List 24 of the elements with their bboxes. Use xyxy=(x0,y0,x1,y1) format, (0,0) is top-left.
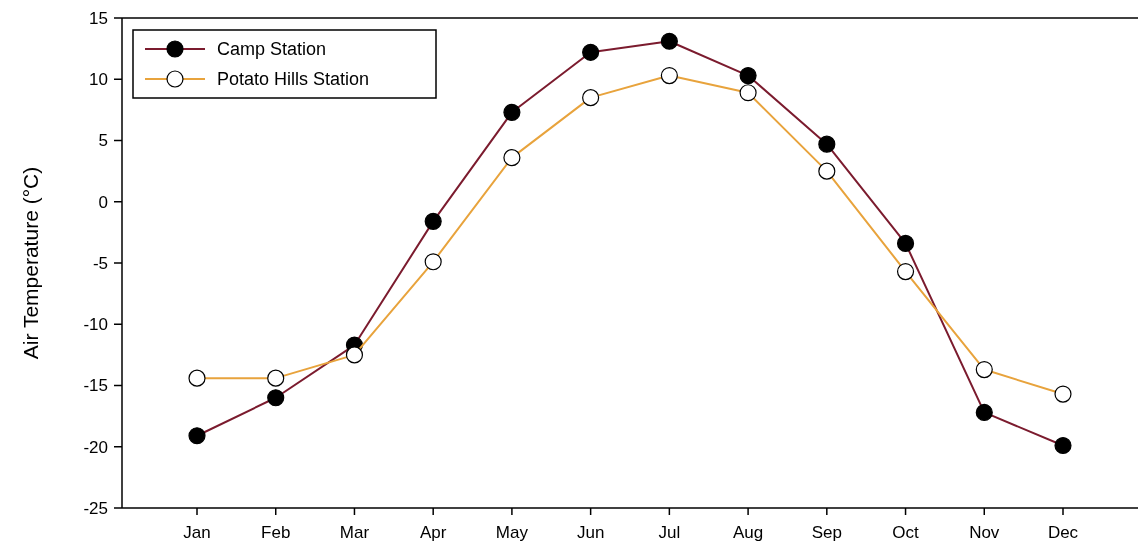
y-axis-title: Air Temperature (°C) xyxy=(19,166,42,360)
y-tick-label: -10 xyxy=(83,315,108,335)
x-tick-label: Dec xyxy=(1047,523,1079,542)
y-tick-label: 15 xyxy=(89,8,108,28)
y-tick-label: -20 xyxy=(83,437,108,457)
x-tick-label: Aug xyxy=(732,523,764,542)
x-tick-label: Feb xyxy=(261,523,291,542)
y-tick-label: -25 xyxy=(83,498,108,518)
x-tick-label: Nov xyxy=(969,523,1000,542)
legend-label: Camp Station xyxy=(217,39,327,60)
x-tick-label: Mar xyxy=(339,523,370,542)
x-tick-label: Jul xyxy=(658,523,681,542)
legend-label: Potato Hills Station xyxy=(217,69,370,90)
y-tick-label: -5 xyxy=(92,253,108,273)
y-tick-label: 10 xyxy=(89,70,108,90)
x-tick-label: May xyxy=(495,523,529,542)
x-tick-label: Oct xyxy=(892,523,920,542)
y-tick-label: 5 xyxy=(98,131,108,151)
x-tick-label: Jan xyxy=(183,523,211,542)
x-tick-label: Apr xyxy=(419,523,447,542)
y-tick-label: 0 xyxy=(98,192,108,212)
x-tick-label: Sep xyxy=(811,523,842,542)
y-tick-label: -15 xyxy=(83,376,108,396)
x-tick-label: Jun xyxy=(576,523,605,542)
